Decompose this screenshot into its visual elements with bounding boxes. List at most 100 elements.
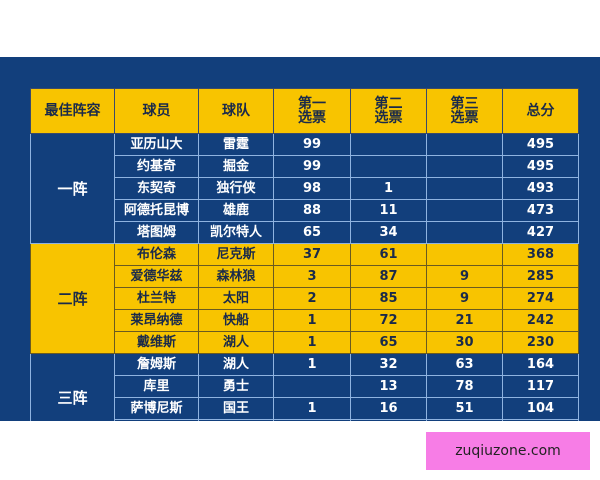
third-votes-cell: 30 — [426, 331, 503, 354]
total-cell: 495 — [502, 155, 579, 178]
first-votes-cell: 1 — [273, 309, 351, 332]
player-cell — [114, 419, 199, 421]
table-row: 二阵 布伦森 尼克斯 37 61 368 — [30, 243, 579, 354]
team-cell: 独行侠 — [198, 177, 274, 200]
total-cell: 164 — [502, 353, 579, 376]
team-cell: 雷霆 — [198, 133, 274, 156]
first-votes-cell: 99 — [273, 155, 351, 178]
total-cell: 274 — [502, 287, 579, 310]
third-votes-cell — [426, 243, 503, 266]
second-votes-cell: 1 — [350, 177, 427, 200]
player-cell: 詹姆斯 — [114, 353, 199, 376]
second-votes-cell: 65 — [350, 331, 427, 354]
column-header: 球员 — [114, 88, 199, 134]
second-votes-cell: 32 — [350, 353, 427, 376]
player-cell: 亚历山大 — [114, 133, 199, 156]
table-row: 阿德托昆博 雄鹿 88 11 473 — [31, 199, 579, 222]
total-cell: 427 — [502, 221, 579, 244]
total-cell: 493 — [502, 177, 579, 200]
column-header: 总分 — [502, 88, 579, 134]
total-cell: 230 — [502, 331, 579, 354]
total-cell: 495 — [502, 133, 579, 156]
total-cell: 117 — [502, 375, 579, 398]
total-cell: 285 — [502, 265, 579, 288]
third-votes-cell: 51 — [426, 397, 503, 420]
player-cell: 爱德华兹 — [114, 265, 199, 288]
first-votes-cell — [273, 375, 351, 398]
second-votes-cell: 11 — [350, 199, 427, 222]
team-cell: 掘金 — [198, 155, 274, 178]
table-row: 杜兰特 太阳 2 85 9 274 — [31, 287, 579, 310]
second-votes-cell: 13 — [350, 375, 427, 398]
second-votes-cell: 85 — [350, 287, 427, 310]
watermark: zuqiuzone.com — [426, 432, 590, 470]
table-row: 萨博尼斯 国王 1 16 51 104 — [31, 397, 579, 420]
total-cell: 473 — [502, 199, 579, 222]
table-row — [31, 419, 579, 421]
first-votes-cell — [273, 419, 351, 421]
table-row: 塔图姆 凯尔特人 65 34 427 — [31, 221, 579, 244]
table-row: 约基奇 掘金 99 495 — [31, 155, 579, 178]
second-votes-cell: 16 — [350, 397, 427, 420]
third-votes-cell — [426, 221, 503, 244]
player-cell: 阿德托昆博 — [114, 199, 199, 222]
second-votes-cell — [350, 155, 427, 178]
team-cell: 凯尔特人 — [198, 221, 274, 244]
player-cell: 东契奇 — [114, 177, 199, 200]
team-group-label: 二阵 — [30, 243, 115, 354]
team-group-label: 一阵 — [30, 133, 115, 244]
second-votes-cell: 87 — [350, 265, 427, 288]
player-cell: 塔图姆 — [114, 221, 199, 244]
third-votes-cell: 9 — [426, 287, 503, 310]
second-votes-cell: 34 — [350, 221, 427, 244]
player-cell: 戴维斯 — [114, 331, 199, 354]
column-header: 球队 — [198, 88, 274, 134]
column-header: 第二 选票 — [350, 88, 427, 134]
player-cell: 布伦森 — [114, 243, 199, 266]
first-votes-cell: 1 — [273, 353, 351, 376]
second-votes-cell — [350, 133, 427, 156]
table-row: 三阵 詹姆斯 湖人 1 32 63 164 — [30, 353, 579, 421]
third-votes-cell: 9 — [426, 265, 503, 288]
third-votes-cell — [426, 177, 503, 200]
third-votes-cell: 63 — [426, 353, 503, 376]
total-cell: 368 — [502, 243, 579, 266]
third-votes-cell: 78 — [426, 375, 503, 398]
team-cell: 雄鹿 — [198, 199, 274, 222]
total-cell: 242 — [502, 309, 579, 332]
first-votes-cell: 98 — [273, 177, 351, 200]
second-votes-cell: 61 — [350, 243, 427, 266]
team-cell: 尼克斯 — [198, 243, 274, 266]
column-header: 第一 选票 — [273, 88, 351, 134]
team-group-label: 三阵 — [30, 353, 115, 421]
first-votes-cell: 37 — [273, 243, 351, 266]
third-votes-cell — [426, 199, 503, 222]
player-cell: 杜兰特 — [114, 287, 199, 310]
third-votes-cell — [426, 133, 503, 156]
table-row: 库里 勇士 13 78 117 — [31, 375, 579, 398]
team-cell — [198, 419, 274, 421]
table-row: 东契奇 独行侠 98 1 493 — [31, 177, 579, 200]
all-nba-votes-table: 最佳阵容 球员 球队 第一 选票 第二 选票 第三 选票 总分 一阵 亚历山大 雷霆 99 495 约… — [30, 88, 579, 421]
first-votes-cell: 99 — [273, 133, 351, 156]
table-header-row: 最佳阵容 球员 球队 第一 选票 第二 选票 第三 选票 总分 — [30, 88, 579, 134]
first-votes-cell: 2 — [273, 287, 351, 310]
column-header: 第三 选票 — [426, 88, 503, 134]
third-votes-cell — [426, 155, 503, 178]
table-row: 戴维斯 湖人 1 65 30 230 — [31, 331, 579, 354]
third-votes-cell — [426, 419, 503, 421]
player-cell: 库里 — [114, 375, 199, 398]
column-header: 最佳阵容 — [30, 88, 115, 134]
player-cell: 萨博尼斯 — [114, 397, 199, 420]
team-cell: 湖人 — [198, 353, 274, 376]
team-cell: 国王 — [198, 397, 274, 420]
team-cell: 森林狼 — [198, 265, 274, 288]
team-cell: 太阳 — [198, 287, 274, 310]
first-votes-cell: 1 — [273, 331, 351, 354]
table-row: 爱德华兹 森林狼 3 87 9 285 — [31, 265, 579, 288]
table-row: 一阵 亚历山大 雷霆 99 495 — [30, 133, 579, 244]
total-cell: 104 — [502, 397, 579, 420]
first-votes-cell: 3 — [273, 265, 351, 288]
first-votes-cell: 88 — [273, 199, 351, 222]
first-votes-cell: 65 — [273, 221, 351, 244]
